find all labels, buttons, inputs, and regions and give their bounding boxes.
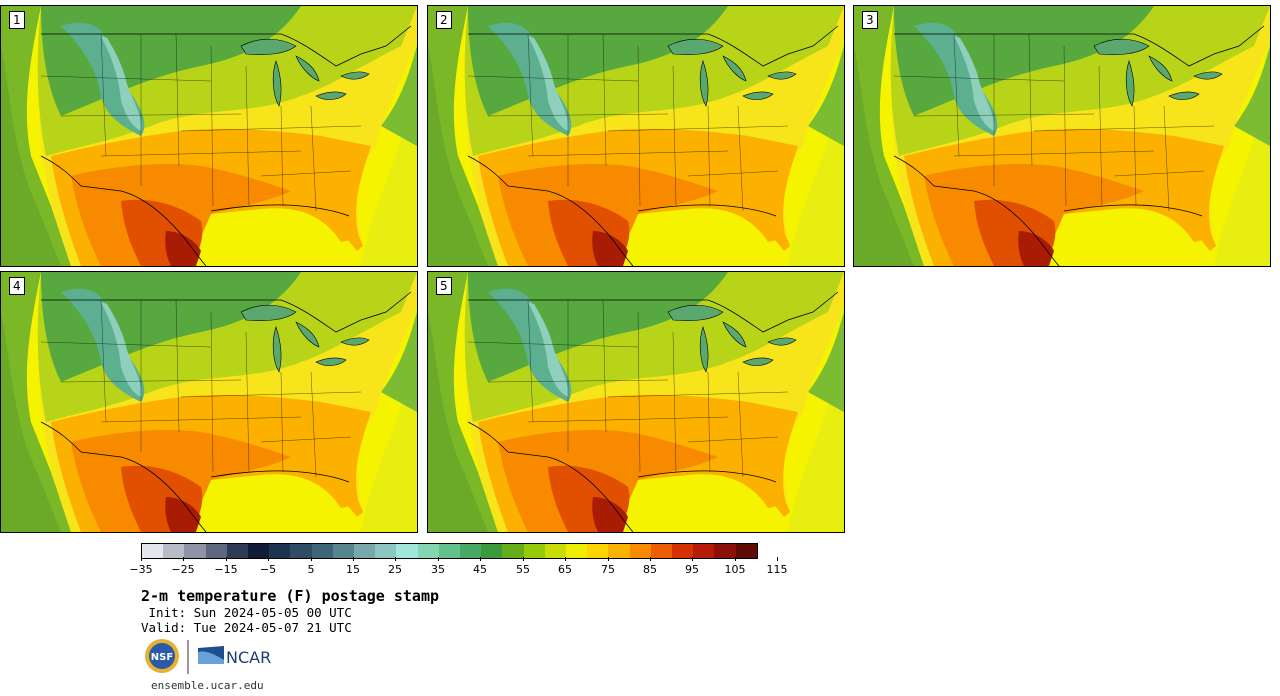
colorbar-segment bbox=[502, 544, 524, 558]
colorbar-segment bbox=[248, 544, 270, 558]
colorbar-tick-label: −25 bbox=[171, 563, 195, 576]
colorbar-tick bbox=[735, 557, 736, 561]
colorbar-tick bbox=[777, 557, 778, 561]
colorbar-segment bbox=[587, 544, 609, 558]
colorbar-segment bbox=[375, 544, 397, 558]
nsf-text: NSF bbox=[151, 652, 173, 663]
colorbar-segment bbox=[523, 544, 545, 558]
colorbar-segment bbox=[629, 544, 651, 558]
figure-title: 2-m temperature (F) postage stamp bbox=[141, 587, 440, 605]
colorbar-segment bbox=[163, 544, 185, 558]
panel-number: 5 bbox=[436, 277, 452, 295]
colorbar-segment bbox=[460, 544, 482, 558]
forecast-panel-4: 4 bbox=[0, 271, 418, 533]
colorbar-segment bbox=[672, 544, 694, 558]
colorbar-tick bbox=[438, 557, 439, 561]
map-panel-4 bbox=[1, 272, 417, 532]
colorbar-segment bbox=[735, 544, 757, 558]
source-url: ensemble.ucar.edu bbox=[151, 679, 264, 692]
colorbar-tick bbox=[692, 557, 693, 561]
colorbar-segment bbox=[693, 544, 715, 558]
colorbar-tick-label: −5 bbox=[259, 563, 277, 576]
forecast-panel-2: 2 bbox=[427, 5, 845, 267]
valid-time: Valid: Tue 2024-05-07 21 UTC bbox=[141, 620, 352, 635]
colorbar-segment bbox=[184, 544, 206, 558]
colorbar-tick bbox=[395, 557, 396, 561]
panel-number: 2 bbox=[436, 11, 452, 29]
colorbar-tick bbox=[141, 557, 142, 561]
panel-number: 3 bbox=[862, 11, 878, 29]
colorbar-segment bbox=[226, 544, 249, 558]
forecast-panel-1: 1 bbox=[0, 5, 418, 267]
map-panel-5 bbox=[428, 272, 844, 532]
colorbar-tick-label: 65 bbox=[558, 563, 572, 576]
panel-number: 4 bbox=[9, 277, 25, 295]
colorbar-tick-label: 25 bbox=[388, 563, 402, 576]
colorbar-tick bbox=[353, 557, 354, 561]
colorbar-tick-label: −15 bbox=[214, 563, 238, 576]
colorbar-tick bbox=[608, 557, 609, 561]
colorbar-tick bbox=[565, 557, 566, 561]
colorbar-segment bbox=[650, 544, 673, 558]
colorbar-segment bbox=[714, 544, 736, 558]
logos: NSF NCAR bbox=[145, 639, 271, 674]
colorbar-tick-label: 35 bbox=[431, 563, 445, 576]
nsf-logo-icon: NSF bbox=[145, 639, 179, 673]
colorbar-tick bbox=[523, 557, 524, 561]
colorbar-tick-label: 105 bbox=[724, 563, 746, 576]
colorbar-segment bbox=[396, 544, 418, 558]
colorbar-segment bbox=[417, 544, 439, 558]
colorbar-tick-label: 85 bbox=[643, 563, 657, 576]
colorbar-tick-label: 55 bbox=[516, 563, 530, 576]
colorbar-tick-label: 5 bbox=[307, 563, 315, 576]
colorbar-ticks: −35 −25 −15 −5 5 15 25 35 45 55 65 75 85 95 105 115 bbox=[129, 557, 788, 577]
colorbar-tick-label: 75 bbox=[601, 563, 615, 576]
colorbar-tick bbox=[650, 557, 651, 561]
forecast-panel-5: 5 bbox=[427, 271, 845, 533]
colorbar-tick-label: −35 bbox=[129, 563, 153, 576]
colorbar-tick bbox=[183, 557, 184, 561]
colorbar-tick bbox=[268, 557, 269, 561]
colorbar-segment bbox=[332, 544, 355, 558]
panel-number: 1 bbox=[9, 11, 25, 29]
colorbar-segment bbox=[354, 544, 376, 558]
colorbar-segment bbox=[142, 544, 164, 558]
colorbar-tick bbox=[311, 557, 312, 561]
colorbar-segment bbox=[205, 544, 227, 558]
temperature-colorbar bbox=[141, 543, 758, 559]
colorbar-segment bbox=[608, 544, 630, 558]
colorbar-tick bbox=[480, 557, 481, 561]
colorbar-segment bbox=[290, 544, 312, 558]
ncar-logo-icon: NCAR bbox=[198, 646, 271, 667]
colorbar-tick-label: 15 bbox=[346, 563, 360, 576]
colorbar-tick-label: 95 bbox=[685, 563, 699, 576]
ncar-text: NCAR bbox=[226, 648, 271, 667]
colorbar-segment bbox=[566, 544, 588, 558]
colorbar-tick-label: 45 bbox=[473, 563, 487, 576]
forecast-panel-3: 3 bbox=[853, 5, 1271, 267]
colorbar-segment bbox=[311, 544, 333, 558]
colorbar-tick bbox=[226, 557, 227, 561]
map-panel-1 bbox=[1, 6, 417, 266]
colorbar-tick-label: 115 bbox=[766, 563, 788, 576]
colorbar-segment bbox=[438, 544, 461, 558]
init-time: Init: Sun 2024-05-05 00 UTC bbox=[141, 605, 352, 620]
colorbar-segment bbox=[269, 544, 291, 558]
colorbar-segment bbox=[544, 544, 567, 558]
map-panel-3 bbox=[854, 6, 1270, 266]
colorbar-segment bbox=[481, 544, 503, 558]
map-panel-2 bbox=[428, 6, 844, 266]
